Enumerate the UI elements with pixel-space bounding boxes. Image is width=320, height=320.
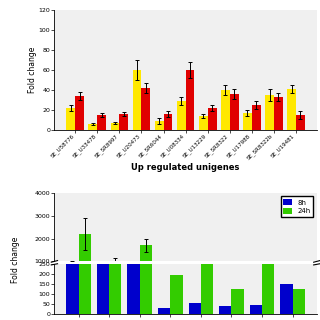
Bar [262,260,274,314]
Bar [66,264,79,284]
Bar [177,101,186,130]
Bar [141,88,150,130]
Bar [97,268,109,284]
Bar [170,275,182,314]
Bar [219,306,231,314]
X-axis label: Up regulated unigenes: Up regulated unigenes [132,163,240,172]
Bar [155,121,164,130]
Y-axis label: Fold change: Fold change [11,236,20,283]
Bar [208,108,217,130]
Bar [262,278,274,284]
Bar [280,284,292,314]
Bar [199,116,208,130]
Bar [140,0,152,314]
Bar [250,305,262,314]
Bar [292,289,305,314]
Bar [219,283,231,284]
Bar [252,105,261,130]
Bar [280,281,292,284]
Bar [97,176,109,314]
Legend: 8h, 24h: 8h, 24h [281,196,313,217]
Bar [250,283,262,284]
Bar [170,280,182,284]
Bar [97,115,106,130]
Bar [265,95,274,130]
Y-axis label: Fold change: Fold change [28,47,37,93]
Bar [119,114,128,130]
Bar [296,115,305,130]
Bar [109,262,121,284]
Bar [158,308,170,314]
Bar [110,123,119,130]
Bar [201,278,213,284]
Bar [88,124,97,130]
Bar [221,90,230,130]
Bar [292,281,305,284]
Bar [274,97,283,130]
Bar [186,70,195,130]
Bar [79,0,91,314]
Bar [231,281,244,284]
Bar [287,89,296,130]
Bar [79,234,91,284]
Bar [140,245,152,284]
Bar [231,289,244,314]
Bar [66,108,75,130]
Bar [127,156,140,314]
Bar [201,264,213,314]
Bar [243,113,252,130]
Bar [132,70,141,130]
Bar [75,96,84,130]
Bar [230,94,239,130]
Bar [109,126,121,314]
Bar [189,303,201,314]
Bar [66,136,79,314]
Bar [127,266,140,284]
Bar [189,283,201,284]
Bar [164,114,172,130]
